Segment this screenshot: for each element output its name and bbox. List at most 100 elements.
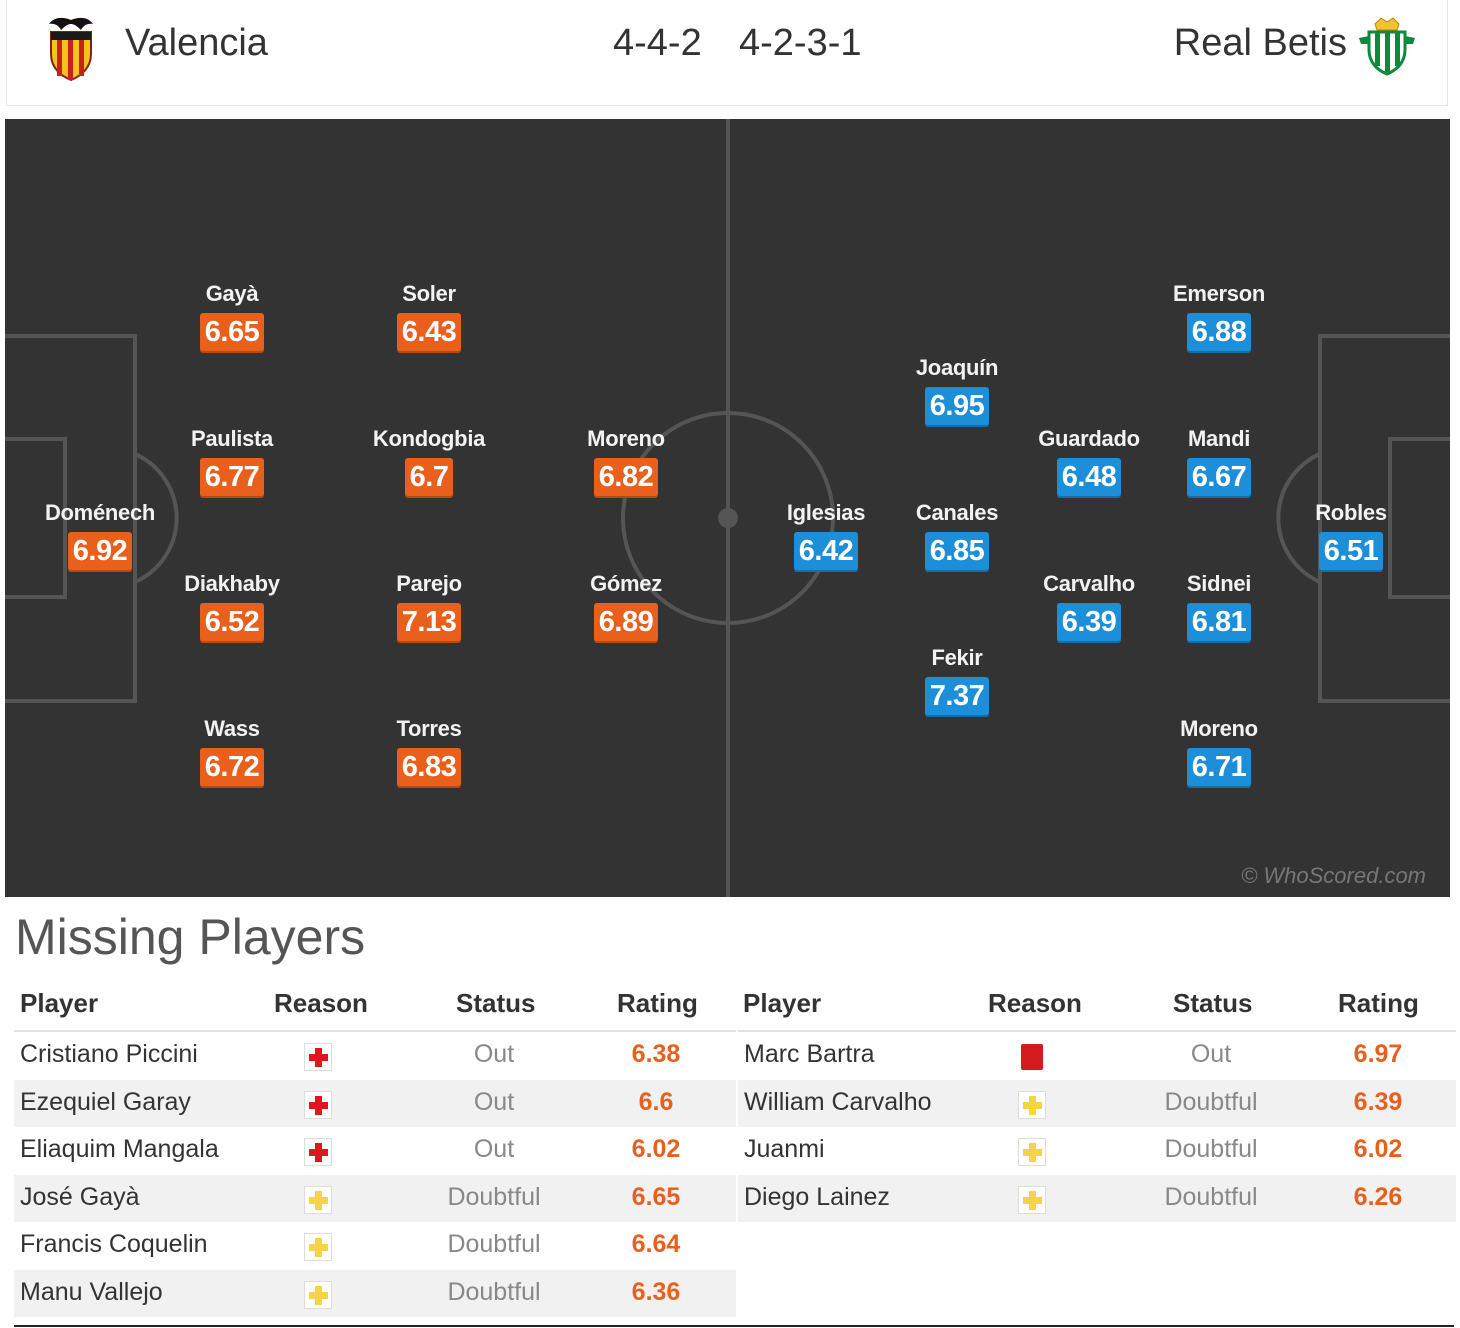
table-row: Juanmi Doubtful 6.02 bbox=[738, 1127, 1456, 1175]
away-player[interactable]: Emerson 6.88 bbox=[1139, 281, 1299, 351]
home-player[interactable]: Torres 6.83 bbox=[349, 716, 509, 786]
player-name[interactable]: Doménech bbox=[44, 500, 156, 525]
player-name[interactable]: Kondogbia bbox=[372, 426, 486, 451]
home-player[interactable]: Wass 6.72 bbox=[152, 716, 312, 786]
away-player[interactable]: Guardado 6.48 bbox=[1009, 426, 1169, 496]
missing-status: Out bbox=[473, 1040, 515, 1068]
table-row: Eliaquim Mangala Out 6.02 bbox=[14, 1127, 736, 1175]
header-reason[interactable]: Reason bbox=[988, 988, 1082, 1018]
player-rating-badge: 6.71 bbox=[1186, 748, 1252, 786]
header-player[interactable]: Player bbox=[20, 988, 99, 1018]
home-player[interactable]: Kondogbia 6.7 bbox=[349, 426, 509, 496]
player-name[interactable]: Emerson bbox=[1172, 281, 1266, 306]
valencia-bat-crest-icon bbox=[49, 17, 93, 82]
player-name[interactable]: Robles bbox=[1315, 500, 1387, 525]
player-name[interactable]: Wass bbox=[204, 716, 260, 741]
real-betis-crest-icon bbox=[1359, 17, 1415, 76]
missing-status: Doubtful bbox=[1164, 1182, 1258, 1211]
table-row: Ezequiel Garay Out 6.6 bbox=[14, 1079, 736, 1127]
header-player[interactable]: Player bbox=[743, 988, 822, 1018]
missing-status: Out bbox=[1190, 1040, 1232, 1068]
away-player[interactable]: Fekir 7.37 bbox=[877, 645, 1037, 715]
away-player[interactable]: Moreno 6.71 bbox=[1139, 716, 1299, 786]
header-status[interactable]: Status bbox=[456, 988, 536, 1018]
player-name[interactable]: Canales bbox=[915, 500, 999, 525]
home-player[interactable]: Gayà 6.65 bbox=[152, 281, 312, 351]
missing-player-name[interactable]: Cristiano Piccini bbox=[20, 1040, 198, 1068]
header-reason[interactable]: Reason bbox=[274, 988, 368, 1018]
missing-player-name[interactable]: José Gayà bbox=[20, 1182, 140, 1211]
player-name[interactable]: Moreno bbox=[1180, 716, 1258, 741]
header-status[interactable]: Status bbox=[1173, 988, 1253, 1018]
missing-rating: 6.02 bbox=[631, 1135, 681, 1163]
player-name[interactable]: Guardado bbox=[1038, 426, 1140, 451]
missing-rating: 6.26 bbox=[1353, 1182, 1403, 1211]
home-player[interactable]: Gómez 6.89 bbox=[546, 571, 706, 641]
player-name[interactable]: Carvalho bbox=[1043, 571, 1135, 596]
player-name[interactable]: Fekir bbox=[931, 645, 983, 670]
player-name[interactable]: Gayà bbox=[205, 281, 259, 306]
player-name[interactable]: Iglesias bbox=[786, 500, 866, 525]
player-name[interactable]: Joaquín bbox=[915, 355, 999, 380]
player-name[interactable]: Sidnei bbox=[1186, 571, 1252, 596]
player-rating-badge: 7.37 bbox=[924, 677, 990, 715]
away-player[interactable]: Mandi 6.67 bbox=[1139, 426, 1299, 496]
away-player[interactable]: Robles 6.51 bbox=[1271, 500, 1431, 570]
home-team-name[interactable]: Valencia bbox=[125, 22, 268, 64]
away-player[interactable]: Carvalho 6.39 bbox=[1009, 571, 1169, 641]
table-header: Player Reason Status Rating bbox=[14, 980, 736, 1032]
whoscored-watermark: © WhoScored.com bbox=[1241, 863, 1426, 888]
doubtful-icon bbox=[1018, 1185, 1046, 1214]
home-player[interactable]: Soler 6.43 bbox=[349, 281, 509, 351]
away-player[interactable]: Iglesias 6.42 bbox=[746, 500, 906, 570]
missing-rating: 6.6 bbox=[638, 1087, 674, 1116]
player-rating-badge: 6.85 bbox=[924, 532, 990, 570]
doubtful-icon bbox=[1018, 1090, 1046, 1119]
home-player[interactable]: Diakhaby 6.52 bbox=[152, 571, 312, 641]
table-row: Manu Vallejo Doubtful 6.36 bbox=[14, 1269, 736, 1317]
away-player[interactable]: Sidnei 6.81 bbox=[1139, 571, 1299, 641]
away-team-name[interactable]: Real Betis bbox=[1173, 22, 1347, 64]
player-rating-badge: 6.88 bbox=[1186, 313, 1252, 351]
home-player[interactable]: Doménech 6.92 bbox=[20, 500, 180, 570]
player-name[interactable]: Parejo bbox=[396, 571, 462, 596]
player-name[interactable]: Torres bbox=[396, 716, 462, 741]
missing-status: Doubtful bbox=[447, 1182, 541, 1211]
player-name[interactable]: Paulista bbox=[191, 426, 273, 451]
player-name[interactable]: Soler bbox=[402, 281, 456, 306]
missing-player-name[interactable]: Diego Lainez bbox=[744, 1182, 890, 1211]
header-rating[interactable]: Rating bbox=[1338, 988, 1419, 1018]
player-rating-badge: 6.7 bbox=[404, 458, 454, 496]
table-row: William Carvalho Doubtful 6.39 bbox=[738, 1079, 1456, 1127]
player-name[interactable]: Moreno bbox=[587, 426, 665, 451]
home-player[interactable]: Paulista 6.77 bbox=[152, 426, 312, 496]
missing-player-name[interactable]: Marc Bartra bbox=[744, 1040, 875, 1068]
player-name[interactable]: Diakhaby bbox=[184, 571, 280, 596]
missing-status: Out bbox=[473, 1087, 515, 1116]
missing-status: Out bbox=[473, 1135, 515, 1163]
doubtful-icon bbox=[304, 1280, 332, 1309]
player-rating-badge: 6.95 bbox=[924, 387, 990, 425]
away-player[interactable]: Joaquín 6.95 bbox=[877, 355, 1037, 425]
header-rating[interactable]: Rating bbox=[617, 988, 698, 1018]
home-player[interactable]: Moreno 6.82 bbox=[546, 426, 706, 496]
missing-player-name[interactable]: William Carvalho bbox=[744, 1087, 932, 1116]
red-card-icon bbox=[1018, 1043, 1046, 1071]
player-name[interactable]: Gómez bbox=[590, 571, 662, 596]
player-rating-badge: 6.72 bbox=[199, 748, 265, 786]
missing-rating: 6.38 bbox=[631, 1040, 681, 1068]
missing-player-name[interactable]: Juanmi bbox=[744, 1135, 825, 1163]
missing-rating: 6.02 bbox=[1353, 1135, 1403, 1163]
missing-player-name[interactable]: Ezequiel Garay bbox=[20, 1087, 191, 1116]
missing-rating: 6.65 bbox=[631, 1182, 681, 1211]
missing-player-name[interactable]: Eliaquim Mangala bbox=[20, 1135, 219, 1163]
home-player[interactable]: Parejo 7.13 bbox=[349, 571, 509, 641]
player-name[interactable]: Mandi bbox=[1187, 426, 1251, 451]
missing-rating: 6.36 bbox=[631, 1277, 681, 1306]
missing-player-name[interactable]: Manu Vallejo bbox=[20, 1277, 163, 1306]
player-rating-badge: 6.89 bbox=[593, 603, 659, 641]
player-rating-badge: 6.77 bbox=[199, 458, 265, 496]
away-player[interactable]: Canales 6.85 bbox=[877, 500, 1037, 570]
doubtful-icon bbox=[304, 1185, 332, 1214]
missing-player-name[interactable]: Francis Coquelin bbox=[20, 1230, 208, 1258]
